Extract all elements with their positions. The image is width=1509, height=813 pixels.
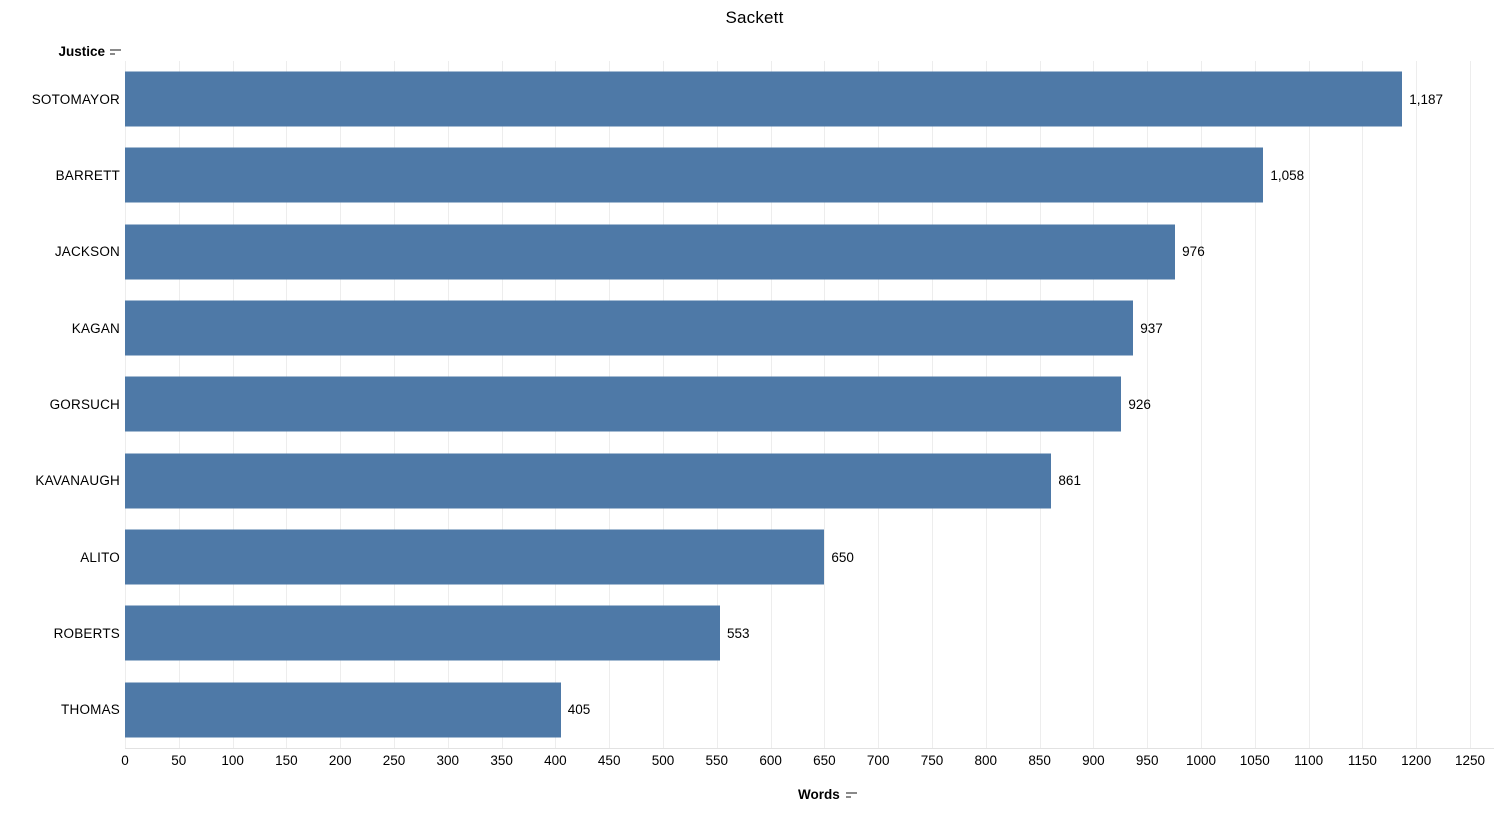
bar-gorsuch[interactable] — [125, 376, 1122, 432]
category-label-gorsuch[interactable]: GORSUCH — [49, 396, 120, 412]
x-tick-label: 150 — [275, 753, 298, 768]
gridline — [1416, 61, 1418, 748]
x-tick-label: 750 — [920, 753, 944, 768]
bar-value-label: 926 — [1128, 396, 1151, 412]
x-tick-label: 50 — [171, 753, 187, 768]
bar-row: 861 — [125, 443, 1494, 519]
x-tick-label: 0 — [121, 753, 129, 768]
x-tick-label: 450 — [597, 753, 621, 768]
gridline — [1470, 61, 1471, 748]
gridline — [1254, 61, 1256, 748]
plot-area: 1,187 1,058 976 937 926 861 650 553 405 — [125, 61, 1494, 749]
bar-value-label: 976 — [1182, 244, 1205, 260]
x-tick-label: 700 — [866, 753, 890, 768]
category-label-kagan[interactable]: KAGAN — [71, 320, 120, 336]
category-label-barrett[interactable]: BARRETT — [55, 167, 120, 183]
x-tick-label: 600 — [759, 753, 782, 768]
x-tick-label: 550 — [705, 753, 729, 768]
bar-row: 926 — [125, 366, 1494, 442]
bar-alito[interactable] — [125, 529, 825, 585]
x-axis-title[interactable]: Words — [798, 785, 857, 803]
bar-row: 650 — [125, 519, 1494, 595]
gridline — [1308, 61, 1310, 748]
bar-roberts[interactable] — [125, 605, 721, 661]
x-tick-label: 900 — [1082, 753, 1105, 768]
bar-value-label: 1,058 — [1270, 167, 1305, 183]
bar-row: 1,058 — [125, 137, 1494, 213]
chart-title: Sackett — [725, 8, 784, 27]
x-tick-label: 1100 — [1294, 753, 1324, 768]
sort-bar-short — [110, 53, 115, 55]
bar-thomas[interactable] — [125, 682, 561, 738]
bar-kagan[interactable] — [125, 300, 1134, 356]
bar-jackson[interactable] — [125, 224, 1176, 280]
x-tick-label: 300 — [436, 753, 460, 768]
x-tick-label: 1000 — [1185, 753, 1217, 768]
row-axis-header[interactable]: Justice — [0, 42, 121, 60]
x-tick-label: 800 — [974, 753, 998, 768]
row-axis-label: Justice — [58, 43, 105, 59]
gridline — [1362, 61, 1364, 748]
bar-value-label: 405 — [567, 702, 591, 718]
bar-kavanaugh[interactable] — [125, 453, 1052, 509]
x-axis-ticks: 0 50 100 150 200 250 300 350 400 450 500 550 600 650 7… — [0, 753, 1509, 771]
category-label-sotomayor[interactable]: SOTOMAYOR — [31, 91, 120, 107]
bar-barrett[interactable] — [125, 147, 1264, 203]
bar-value-label: 1,187 — [1409, 91, 1443, 107]
x-tick-label: 650 — [813, 753, 836, 768]
category-axis: SOTOMAYOR BARRETT JACKSON KAGAN GORSUCH KAVAN… — [0, 61, 120, 748]
bar-rows: 1,187 1,058 976 937 926 861 650 553 405 — [125, 61, 1494, 748]
x-tick-label: 100 — [221, 753, 244, 768]
bar-row: 937 — [125, 290, 1494, 366]
sort-bar-long — [845, 792, 857, 794]
bar-value-label: 650 — [831, 549, 854, 565]
sort-descending-icon[interactable] — [845, 790, 857, 798]
x-tick-label: 1200 — [1401, 753, 1432, 768]
bar-row: 553 — [125, 595, 1494, 671]
sort-descending-icon[interactable] — [110, 47, 121, 55]
x-tick-label: 400 — [544, 753, 567, 768]
sort-bar-long — [110, 49, 121, 51]
sort-bar-short — [845, 796, 851, 798]
category-label-thomas[interactable]: THOMAS — [61, 702, 120, 718]
bar-sotomayor[interactable] — [125, 71, 1403, 127]
x-tick-label: 1150 — [1347, 753, 1377, 768]
gridline — [1147, 61, 1149, 748]
gridline — [1201, 61, 1202, 748]
x-tick-label: 500 — [651, 753, 675, 768]
bar-row: 1,187 — [125, 61, 1494, 137]
x-tick-label: 350 — [490, 753, 513, 768]
bar-value-label: 937 — [1140, 320, 1163, 336]
x-tick-label: 950 — [1135, 753, 1159, 768]
x-tick-label: 200 — [328, 753, 352, 768]
category-label-kavanaugh[interactable]: KAVANAUGH — [35, 473, 120, 489]
x-tick-label: 1250 — [1454, 753, 1486, 768]
x-tick-label: 1050 — [1239, 753, 1270, 768]
bar-row: 976 — [125, 214, 1494, 290]
category-label-jackson[interactable]: JACKSON — [54, 244, 120, 260]
x-tick-label: 850 — [1028, 753, 1051, 768]
category-label-alito[interactable]: ALITO — [80, 549, 120, 565]
x-axis-label: Words — [798, 786, 840, 802]
bar-row: 405 — [125, 672, 1494, 748]
bar-value-label: 861 — [1058, 473, 1081, 489]
x-tick-label: 250 — [382, 753, 406, 768]
category-label-roberts[interactable]: ROBERTS — [53, 625, 120, 641]
bar-value-label: 553 — [727, 625, 750, 641]
